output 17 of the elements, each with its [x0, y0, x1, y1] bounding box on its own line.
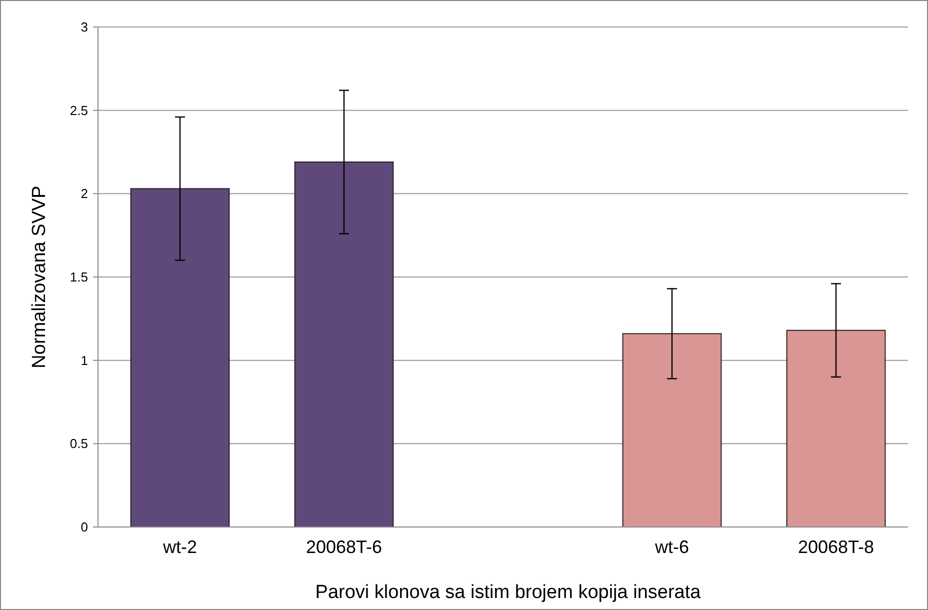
bar [294, 162, 394, 528]
y-tick-label: 1.5 [70, 270, 88, 285]
bar [130, 188, 230, 528]
y-axis-title: Normalizovana SVVP [29, 186, 50, 368]
y-tick-label: 1 [80, 352, 88, 368]
y-tick-label: 2.5 [70, 102, 88, 118]
x-tick-label: 20068T-6 [306, 537, 382, 557]
y-tick-label: 2 [80, 186, 88, 202]
x-tick-label: wt-6 [654, 537, 690, 557]
bar [786, 330, 886, 528]
x-axis-title: Parovi klonova sa istim brojem kopija inserata [315, 582, 702, 603]
x-tick-label: 20068T-8 [798, 537, 874, 557]
bar [622, 333, 722, 528]
y-tick-label: 0 [80, 520, 88, 535]
y-tick-label: 0.5 [70, 436, 88, 452]
x-tick-label: wt-2 [162, 537, 198, 557]
y-tick-label: 3 [80, 20, 88, 35]
